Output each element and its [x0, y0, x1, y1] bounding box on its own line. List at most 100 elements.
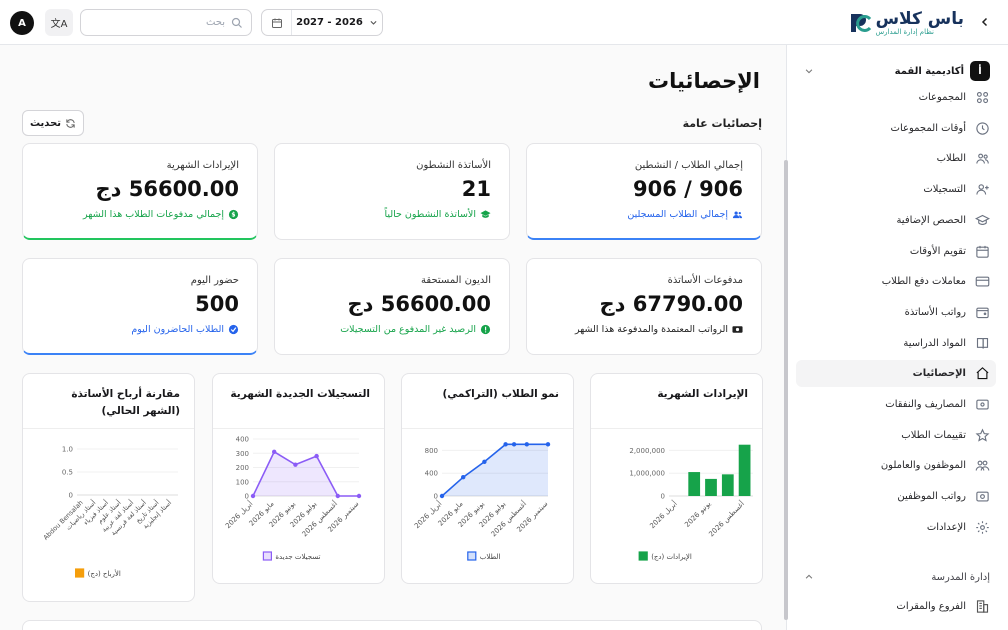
sidebar-item[interactable]: التسجيلات — [796, 176, 996, 203]
stat-card-subtitle: الأساتذة النشطون حالياً — [384, 209, 476, 220]
legend-label: الطلاب — [480, 553, 501, 561]
cash-icon — [732, 326, 743, 333]
stat-card-title: الأساتذة النشطون — [416, 160, 491, 171]
chart-legend: الطلاب — [467, 551, 501, 561]
graduation-cap-icon — [974, 214, 990, 225]
org-name: أكاديمية القمة — [894, 65, 964, 77]
sidebar-item[interactable]: المواد الدراسية — [796, 330, 996, 357]
data-point — [503, 442, 508, 447]
sidebar-item[interactable]: الحصص الإضافية — [796, 207, 996, 234]
stat-card-subtitle: إجمالي مدفوعات الطلاب هذا الشهر — [82, 209, 224, 220]
legend-swatch — [262, 551, 273, 561]
series-line — [252, 450, 359, 497]
chevron-left-icon — [981, 17, 988, 27]
chart-legend: الإيرادات (دج) — [638, 551, 692, 561]
main-scrollbar[interactable] — [784, 160, 788, 620]
sidebar-item[interactable]: تقييمات الطلاب — [796, 422, 996, 449]
y-tick-label: 300 — [236, 450, 249, 458]
clock-icon — [975, 122, 989, 135]
users-icon — [732, 211, 743, 219]
sidebar-item[interactable]: الموظفون والعاملون — [796, 452, 996, 479]
legend-label: الإيرادات (دج) — [651, 553, 692, 561]
user-avatar[interactable]: A — [10, 11, 34, 35]
language-button[interactable]: 文A — [45, 9, 73, 36]
school-management-section[interactable]: إدارة المدرسة — [804, 568, 990, 586]
alert-icon — [480, 324, 491, 335]
org-switcher[interactable]: أ أكاديمية القمة — [804, 61, 990, 81]
sidebar-item[interactable]: تقويم الأوقات — [796, 238, 996, 265]
stat-card: مدفوعات الأساتذة 67790.00 دج الرواتب المعت… — [526, 258, 762, 355]
stat-card-title: إجمالي الطلاب / النشطين — [634, 160, 743, 171]
refresh-button[interactable]: تحديث — [22, 110, 84, 136]
check-icon — [228, 324, 239, 335]
logo-name: باس كلاس — [875, 9, 964, 29]
sidebar-item[interactable]: المجموعات — [796, 84, 996, 111]
y-tick-label: 400 — [236, 436, 249, 444]
stat-card: الديون المستحقة 56600.00 دج الرصيد غير الم… — [274, 258, 510, 355]
series-line — [441, 443, 548, 497]
chart-legend: تسجيلات جديدة — [262, 551, 321, 561]
academic-year-select[interactable]: 2027 - 2026 — [261, 9, 383, 36]
sidebar-item-label: أوقات المجموعات — [890, 122, 966, 134]
area-fill — [253, 451, 359, 496]
academic-year-value: 2027 - 2026 — [296, 17, 363, 28]
chart-monthly-revenue: الإيرادات الشهرية 0 1,000,000 2,000,000 أبر… — [590, 373, 763, 584]
chevron-down-icon — [370, 20, 377, 25]
chart-student-growth: نمو الطلاب (التراكمي) 0 400 800 أبريل 2026 م… — [401, 373, 574, 584]
stat-card-value: 67790.00 دج — [599, 292, 744, 316]
sidebar-item[interactable]: أوقات المجموعات — [796, 115, 996, 142]
sidebar-item-label: التسجيلات — [923, 184, 966, 196]
data-point — [356, 493, 362, 499]
sidebar-item[interactable]: رواتب الموظفين — [796, 483, 996, 510]
svg-text:$: $ — [231, 212, 235, 219]
org-badge: أ — [970, 61, 990, 81]
bar — [705, 478, 717, 496]
y-tick-label: 0.5 — [62, 469, 73, 477]
legend-label: تسجيلات جديدة — [275, 553, 320, 561]
wallet-icon — [975, 307, 989, 318]
receipt-icon — [975, 399, 989, 410]
sidebar-item[interactable]: الطلاب — [796, 145, 996, 172]
groups-grid-icon — [976, 91, 988, 104]
bar — [738, 444, 751, 496]
stat-card-title: حضور اليوم — [190, 275, 239, 286]
data-point — [511, 442, 517, 447]
stat-card-value: 21 — [461, 177, 491, 201]
sidebar-item[interactable]: الإحصائيات — [796, 360, 996, 388]
users-icon — [975, 153, 989, 165]
stat-card-title: الديون المستحقة — [421, 275, 491, 286]
sidebar-item[interactable]: الإعدادات — [796, 514, 996, 541]
stat-card-value: 906 / 906 — [633, 177, 743, 201]
stat-card: الإيرادات الشهرية 56600.00 دج $ إجمالي مدفو… — [22, 143, 258, 240]
data-point — [335, 493, 340, 499]
bottom-card — [22, 620, 762, 630]
top-bar: A 文A بحث 2027 - 2026 باس كلاس نظام إدارة… — [0, 0, 1008, 45]
user-plus-icon — [975, 184, 989, 195]
sidebar-item[interactable]: معاملات دفع الطلاب — [796, 268, 996, 295]
x-tick-label: يونيو 2026 — [683, 500, 712, 529]
y-tick-label: 400 — [425, 470, 438, 478]
home-icon — [976, 367, 988, 380]
x-tick-label: أبريل 2026 — [648, 499, 679, 530]
legend-swatch — [74, 568, 85, 578]
building-icon — [976, 600, 988, 613]
stat-card: الأساتذة النشطون 21 الأساتذة النشطون حاليا… — [274, 143, 510, 240]
data-point — [545, 442, 551, 447]
sidebar-item[interactable]: رواتب الأساتذة — [796, 299, 996, 326]
sidebar-item-branches[interactable]: الفروع والمقرات — [796, 593, 996, 620]
sidebar-item[interactable]: المصاريف والنفقات — [796, 391, 996, 418]
section-title: إحصائيات عامة — [682, 117, 762, 130]
y-tick-label: 0 — [245, 493, 249, 501]
sidebar-toggle[interactable] — [979, 15, 991, 33]
sidebar-item-label: الحصص الإضافية — [896, 214, 966, 226]
chart-title: نمو الطلاب (التراكمي) — [442, 388, 560, 400]
search-box[interactable]: بحث — [80, 9, 252, 36]
calendar-button[interactable] — [262, 10, 292, 35]
sidebar-item-label: المواد الدراسية — [903, 337, 966, 349]
y-tick-label: 0 — [69, 492, 73, 500]
search-input[interactable]: بحث — [205, 17, 225, 28]
bar — [688, 472, 701, 496]
data-point — [250, 493, 256, 499]
